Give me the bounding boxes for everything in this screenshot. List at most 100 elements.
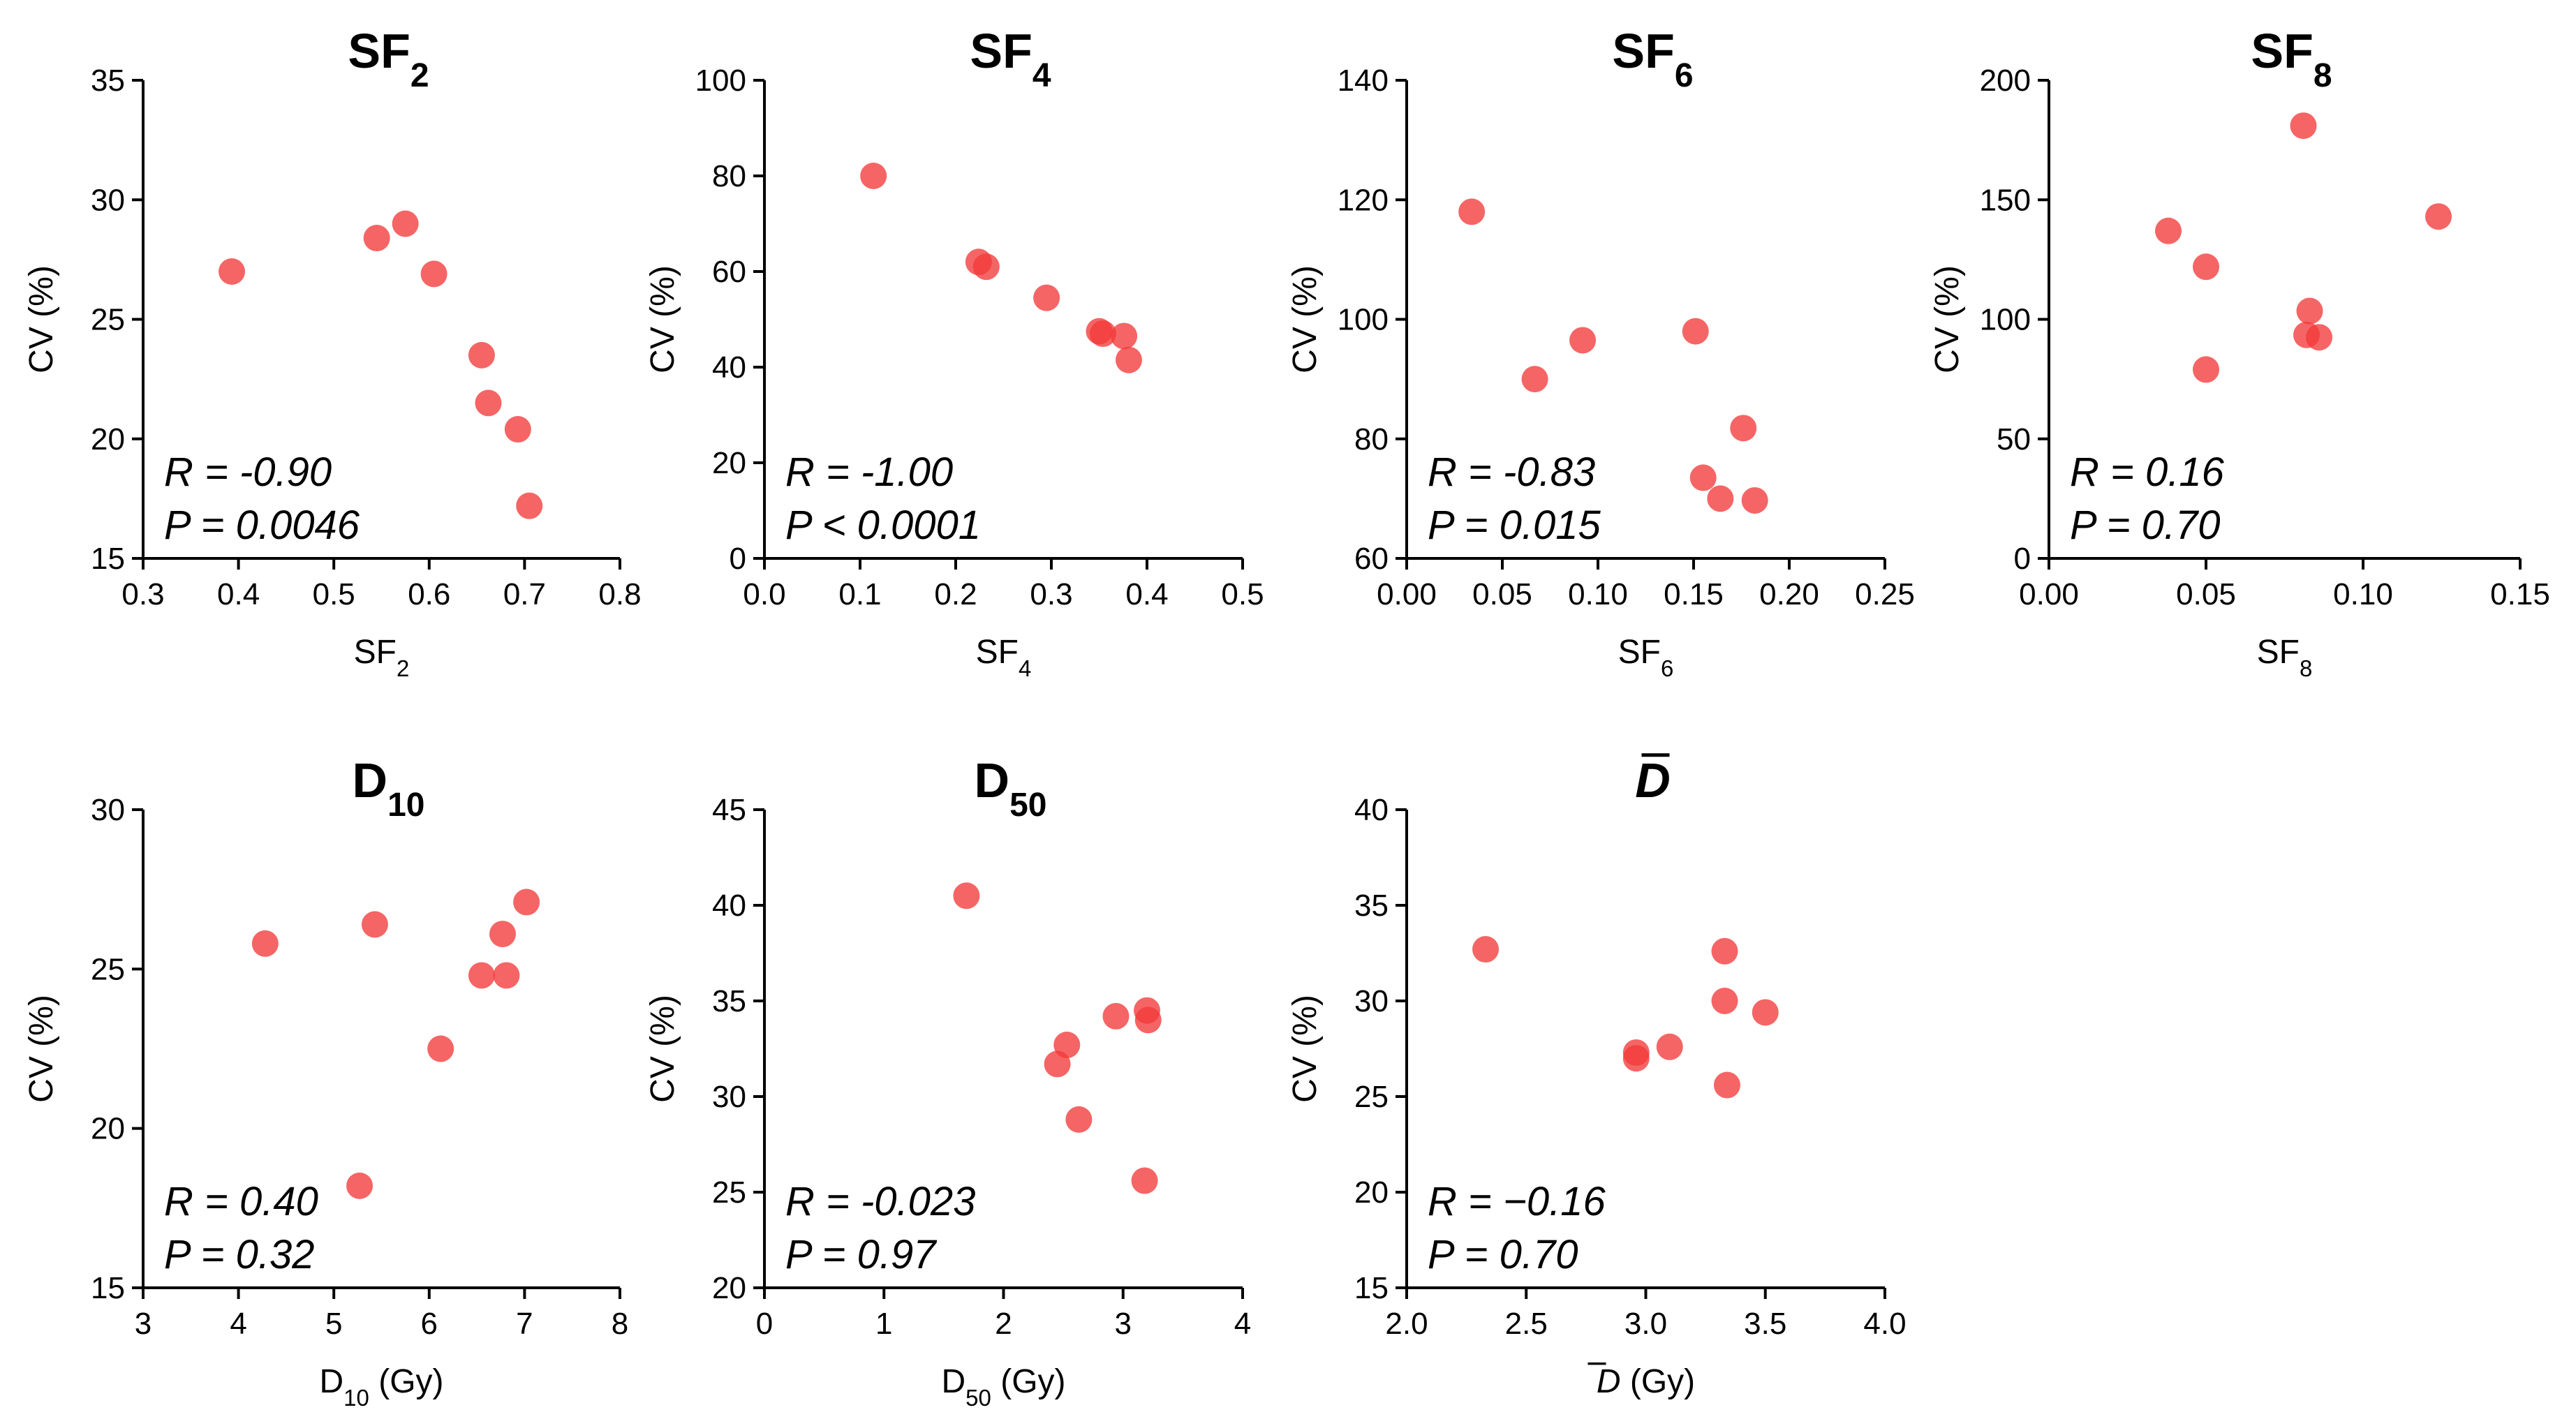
y-tick-label: 150 — [1980, 183, 2031, 217]
data-point — [1102, 1002, 1130, 1030]
y-tick-label: 15 — [91, 1271, 125, 1305]
panel-title: SF6 — [1612, 24, 1693, 94]
data-point — [346, 1172, 373, 1199]
x-tick-label: 0.0 — [743, 577, 785, 611]
data-point — [2193, 253, 2219, 281]
data-point — [1115, 346, 1142, 373]
x-tick-label: 4 — [1234, 1307, 1251, 1341]
data-point — [489, 921, 516, 948]
y-tick-label: 30 — [91, 183, 125, 217]
y-tick-label: 45 — [712, 793, 746, 827]
y-axis-title: CV (%) — [23, 265, 60, 373]
data-point — [420, 260, 447, 288]
y-tick-label: 0 — [2014, 542, 2031, 576]
x-tick-label: 4.0 — [1863, 1307, 1906, 1341]
x-axis-title: SF8 — [2257, 634, 2313, 681]
data-point — [1711, 937, 1738, 965]
data-point — [1111, 322, 1138, 350]
y-tick-label: 25 — [91, 952, 125, 986]
x-tick-label: 0.6 — [408, 577, 450, 611]
y-tick-label: 40 — [712, 350, 746, 385]
y-tick-label: 40 — [712, 889, 746, 923]
x-tick-label: 2.5 — [1505, 1307, 1548, 1341]
x-tick-label: 0.20 — [1759, 577, 1819, 611]
x-tick-label: 2 — [995, 1307, 1012, 1341]
x-tick-label: 0.05 — [1472, 577, 1532, 611]
x-axis-title: D10 (Gy) — [319, 1363, 443, 1411]
y-tick-label: 25 — [712, 1175, 746, 1210]
x-tick-label: 8 — [612, 1307, 628, 1341]
y-axis-title: CV (%) — [644, 995, 681, 1103]
x-tick-label: 0.15 — [1664, 577, 1724, 611]
data-point — [2193, 356, 2219, 383]
x-tick-label: 3.0 — [1624, 1307, 1667, 1341]
y-tick-label: 80 — [712, 159, 746, 193]
scatter-panel: 60 80 100 120 140 0.00 0.05 0.10 0.15 0.20 0.25 CV … — [1287, 24, 1915, 681]
panel-title: SF8 — [2251, 24, 2332, 94]
scatter-panel: 15 20 25 30 3 4 5 6 7 8 CV (%) D10 (Gy) D10 R = 0.40 P… — [23, 753, 628, 1411]
y-tick-label: 25 — [91, 303, 125, 337]
panel-title: D10 — [353, 753, 425, 824]
data-point — [504, 416, 531, 443]
data-point — [1682, 318, 1709, 345]
p-value: P = 0.70 — [1428, 1232, 1578, 1277]
data-point — [1752, 999, 1779, 1026]
x-tick-label: 7 — [516, 1307, 533, 1341]
panel-title: SF4 — [970, 24, 1051, 94]
y-axis-title: CV (%) — [1287, 995, 1324, 1103]
x-tick-label: 2.0 — [1385, 1307, 1428, 1341]
data-point — [427, 1035, 454, 1062]
data-point — [1569, 327, 1597, 354]
x-axis-title: SF2 — [354, 634, 410, 681]
data-point — [475, 389, 502, 417]
data-point — [1134, 1007, 1162, 1034]
x-tick-label: 0.05 — [2176, 577, 2236, 611]
data-point — [972, 253, 1000, 281]
x-tick-label: 0.5 — [313, 577, 355, 611]
data-point — [493, 962, 520, 989]
y-tick-label: 20 — [712, 1271, 746, 1305]
data-point — [1131, 1167, 1158, 1194]
x-tick-label: 1 — [875, 1307, 892, 1341]
y-tick-label: 20 — [91, 422, 125, 456]
p-value: P = 0.97 — [785, 1232, 938, 1277]
y-tick-label: 100 — [695, 64, 746, 98]
y-axis-title: CV (%) — [1929, 265, 1966, 373]
data-point — [1622, 1039, 1650, 1066]
y-tick-label: 100 — [1338, 303, 1389, 337]
panel-title: D50 — [975, 753, 1047, 824]
y-tick-label: 35 — [712, 984, 746, 1018]
x-axis-title: SF4 — [976, 634, 1032, 681]
x-tick-label: 0.00 — [2019, 577, 2079, 611]
scatter-panel: 0 20 40 60 80 100 0.0 0.1 0.2 0.3 0.4 0.5 CV (%) SF4 S… — [644, 24, 1264, 681]
data-point — [1689, 464, 1717, 491]
x-tick-label: 0.3 — [121, 577, 164, 611]
data-point — [363, 225, 390, 252]
correlation-r: R = −0.16 — [1428, 1179, 1606, 1224]
data-point — [860, 163, 887, 189]
x-tick-label: 0.15 — [2490, 577, 2550, 611]
y-tick-label: 25 — [1354, 1080, 1389, 1114]
x-tick-label: 0.25 — [1855, 577, 1915, 611]
scatter-panel: 15 20 25 30 35 0.3 0.4 0.5 0.6 0.7 0.8 CV (%) SF2 SF2… — [23, 24, 642, 681]
y-tick-label: 20 — [1354, 1175, 1389, 1210]
y-tick-label: 100 — [1980, 303, 2031, 337]
x-tick-label: 0 — [756, 1307, 773, 1341]
data-point — [1053, 1032, 1081, 1059]
correlation-r: R = 0.16 — [2070, 450, 2225, 495]
x-tick-label: 0.10 — [2333, 577, 2393, 611]
x-tick-label: 0.4 — [1125, 577, 1168, 611]
x-tick-label: 6 — [421, 1307, 438, 1341]
x-tick-label: 3 — [135, 1307, 151, 1341]
data-point — [2425, 203, 2452, 230]
data-point — [1472, 936, 1500, 963]
p-value: P = 0.32 — [164, 1232, 315, 1277]
scatter-panel: 20 25 30 35 40 45 0 1 2 3 4 CV (%) D50 (Gy) D50 R = -0… — [644, 753, 1251, 1411]
p-value: P = 0.70 — [2070, 503, 2221, 548]
data-point — [1656, 1033, 1683, 1060]
y-tick-label: 140 — [1338, 64, 1389, 98]
x-tick-label: 0.5 — [1221, 577, 1264, 611]
x-tick-label: 3 — [1115, 1307, 1132, 1341]
data-point — [1707, 485, 1734, 512]
